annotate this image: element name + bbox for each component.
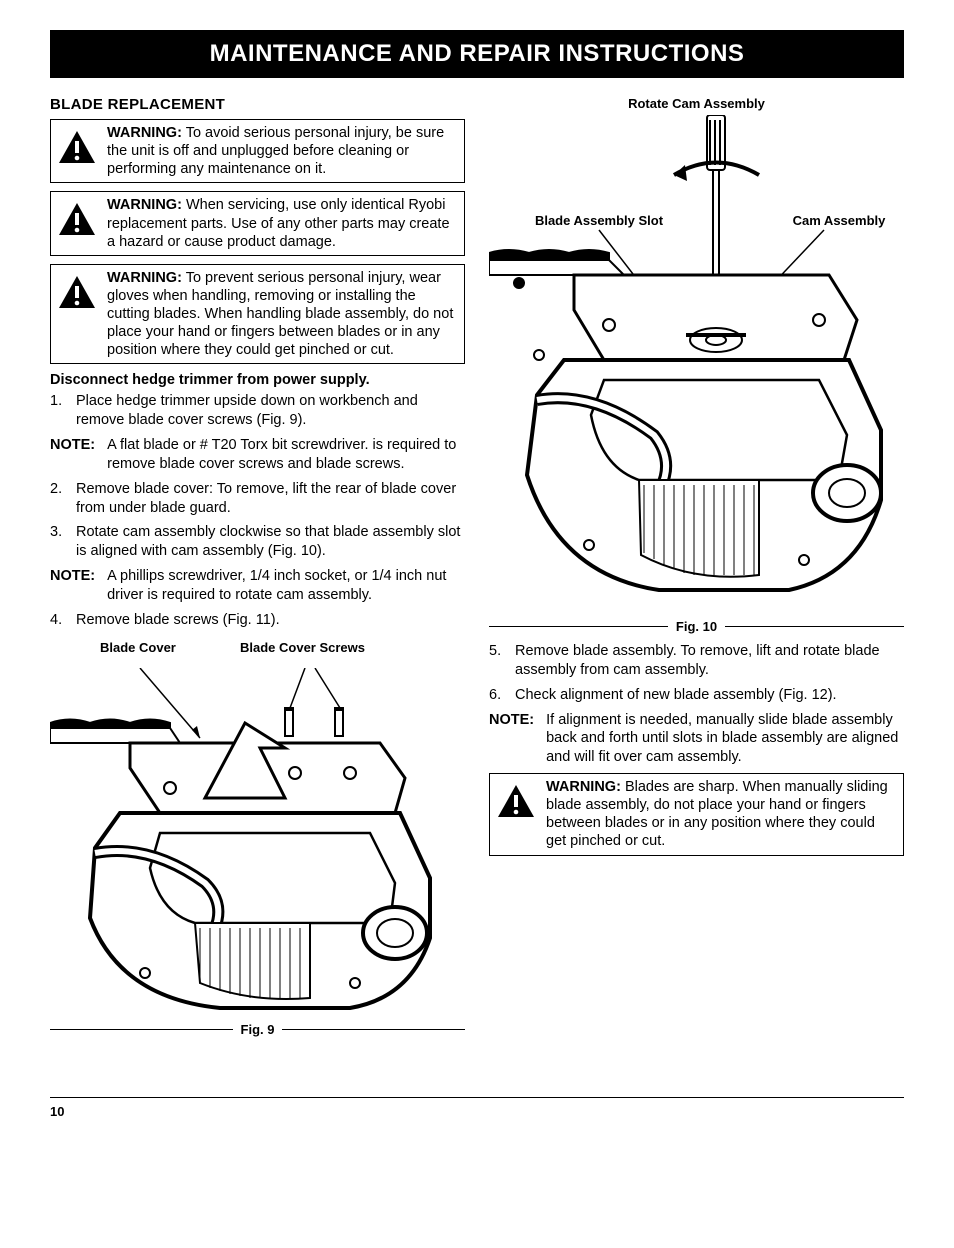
warning-label: WARNING: — [546, 779, 621, 795]
two-column-layout: BLADE REPLACEMENT WARNING: To avoid seri… — [50, 96, 904, 1037]
step-text: Rotate cam assembly clockwise so that bl… — [76, 523, 465, 561]
step-list: 5. Remove blade assembly. To remove, lif… — [489, 642, 904, 705]
note-label: NOTE: — [50, 567, 95, 605]
step-number: 3. — [50, 523, 68, 561]
step-item: 4. Remove blade screws (Fig. 11). — [50, 611, 465, 630]
step-item: 1. Place hedge trimmer upside down on wo… — [50, 392, 465, 430]
figure-label-blade-cover-screws: Blade Cover Screws — [240, 640, 365, 655]
step-number: 6. — [489, 686, 507, 705]
figure-10: Rotate Cam Assembly Blade Assembly Slot … — [489, 96, 904, 634]
step-item: 5. Remove blade assembly. To remove, lif… — [489, 642, 904, 680]
note-body: A phillips screwdriver, 1/4 inch socket,… — [101, 567, 465, 605]
step-number: 5. — [489, 642, 507, 680]
warning-box: WARNING: Blades are sharp. When manually… — [489, 773, 904, 856]
step-text: Remove blade assembly. To remove, lift a… — [515, 642, 904, 680]
figure-label-cam: Cam Assembly — [793, 213, 886, 228]
step-text: Remove blade cover: To remove, lift the … — [76, 480, 465, 518]
step-item: 2. Remove blade cover: To remove, lift t… — [50, 480, 465, 518]
warning-label: WARNING: — [107, 197, 182, 213]
warning-label: WARNING: — [107, 125, 182, 141]
step-list: 2. Remove blade cover: To remove, lift t… — [50, 480, 465, 561]
note-body: If alignment is needed, manually slide b… — [540, 711, 904, 768]
warning-text: WARNING: To prevent serious personal inj… — [107, 269, 458, 360]
right-column: Rotate Cam Assembly Blade Assembly Slot … — [489, 96, 904, 1037]
figure-caption-text: Fig. 10 — [676, 619, 717, 634]
note-label: NOTE: — [489, 711, 534, 768]
figure-caption: Fig. 9 — [50, 1022, 465, 1037]
warning-text: WARNING: Blades are sharp. When manually… — [546, 778, 897, 851]
note: NOTE: A flat blade or # T20 Torx bit scr… — [50, 436, 465, 474]
figure-label-slot: Blade Assembly Slot — [535, 213, 664, 228]
page-title-bar: MAINTENANCE AND REPAIR INSTRUCTIONS — [50, 30, 904, 78]
caption-rule — [489, 626, 668, 627]
warning-triangle-icon — [494, 778, 538, 822]
warning-text: WARNING: When servicing, use only identi… — [107, 196, 458, 250]
note: NOTE: A phillips screwdriver, 1/4 inch s… — [50, 567, 465, 605]
note: NOTE: If alignment is needed, manually s… — [489, 711, 904, 768]
note-label: NOTE: — [50, 436, 95, 474]
warning-triangle-icon — [55, 124, 99, 168]
section-heading: BLADE REPLACEMENT — [50, 96, 465, 113]
step-item: 3. Rotate cam assembly clockwise so that… — [50, 523, 465, 561]
figure-label-row: Blade Cover Blade Cover Screws — [50, 640, 465, 668]
caption-rule — [282, 1029, 465, 1030]
step-item: 6. Check alignment of new blade assembly… — [489, 686, 904, 705]
figure-caption: Fig. 10 — [489, 619, 904, 634]
warning-label: WARNING: — [107, 270, 182, 286]
step-number: 1. — [50, 392, 68, 430]
left-column: BLADE REPLACEMENT WARNING: To avoid seri… — [50, 96, 465, 1037]
page-footer: 10 — [50, 1097, 904, 1119]
caption-rule — [725, 626, 904, 627]
figure-label-blade-cover: Blade Cover — [100, 640, 176, 655]
step-text: Place hedge trimmer upside down on workb… — [76, 392, 465, 430]
step-number: 4. — [50, 611, 68, 630]
figure-label-rotate: Rotate Cam Assembly — [489, 96, 904, 111]
step-list: 1. Place hedge trimmer upside down on wo… — [50, 392, 465, 430]
note-body: A flat blade or # T20 Torx bit screwdriv… — [101, 436, 465, 474]
warning-text: WARNING: To avoid serious personal injur… — [107, 124, 458, 178]
step-text: Check alignment of new blade assembly (F… — [515, 686, 837, 705]
figure-10-illustration: Blade Assembly Slot Cam Assembly — [489, 115, 904, 615]
warning-triangle-icon — [55, 269, 99, 313]
page-number: 10 — [50, 1104, 64, 1119]
step-number: 2. — [50, 480, 68, 518]
warning-box: WARNING: To avoid serious personal injur… — [50, 119, 465, 183]
warning-box: WARNING: When servicing, use only identi… — [50, 191, 465, 255]
warning-triangle-icon — [55, 196, 99, 240]
step-list: 4. Remove blade screws (Fig. 11). — [50, 611, 465, 630]
step-text: Remove blade screws (Fig. 11). — [76, 611, 280, 630]
figure-9-illustration — [50, 668, 465, 1018]
figure-9: Blade Cover Blade Cover Screws — [50, 640, 465, 1037]
figure-caption-text: Fig. 9 — [241, 1022, 275, 1037]
sub-heading: Disconnect hedge trimmer from power supp… — [50, 372, 465, 388]
warning-box: WARNING: To prevent serious personal inj… — [50, 264, 465, 365]
caption-rule — [50, 1029, 233, 1030]
